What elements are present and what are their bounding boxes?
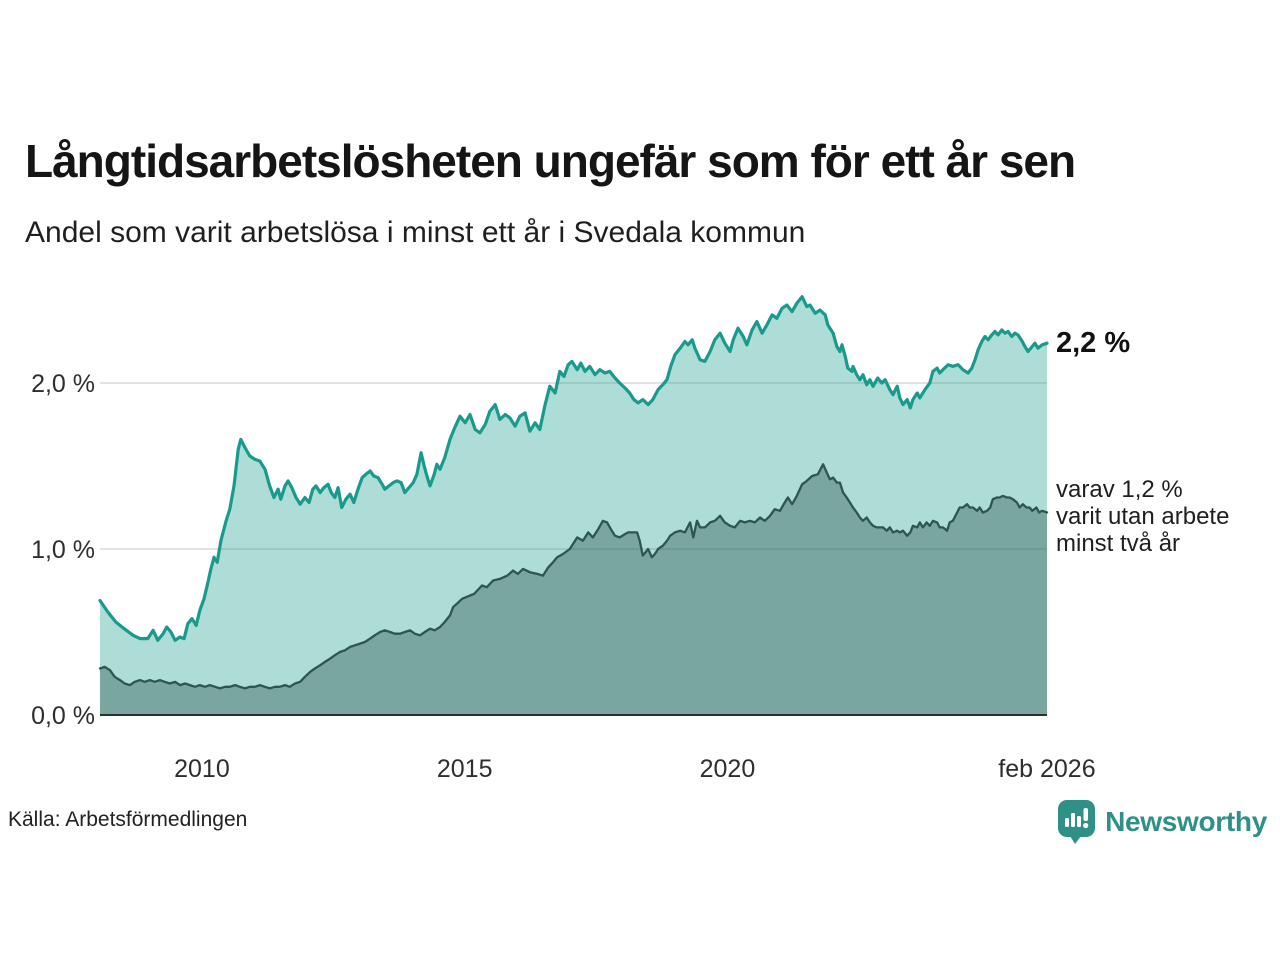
line-two-years xyxy=(98,463,1049,690)
end-value-label: 2,2 % xyxy=(1056,327,1131,359)
y-tick-label: 1,0 % xyxy=(31,536,95,564)
end-note-label: varav 1,2 % varit utan arbete minst två … xyxy=(1056,476,1230,557)
newsworthy-logo: Newsworthy xyxy=(1057,799,1267,845)
page-title: Långtidsarbetslösheten ungefär som för e… xyxy=(25,135,1076,187)
x-tick-label: 2015 xyxy=(437,755,493,783)
newsworthy-pin-icon xyxy=(1058,800,1096,844)
page-subtitle: Andel som varit arbetslösa i minst ett å… xyxy=(25,216,806,249)
y-tick-label: 2,0 % xyxy=(31,370,95,398)
area-two-years xyxy=(100,464,1047,715)
x-tick-label: 2020 xyxy=(700,755,756,783)
source-note: Källa: Arbetsförmedlingen xyxy=(8,808,248,831)
x-tick-label: 2010 xyxy=(174,755,230,783)
x-tick-label: feb 2026 xyxy=(998,755,1095,783)
area-total-one-year xyxy=(100,296,1047,715)
line-total-one-year xyxy=(98,295,1049,642)
newsworthy-wordmark: Newsworthy xyxy=(1105,806,1267,837)
y-tick-label: 0,0 % xyxy=(31,702,95,730)
